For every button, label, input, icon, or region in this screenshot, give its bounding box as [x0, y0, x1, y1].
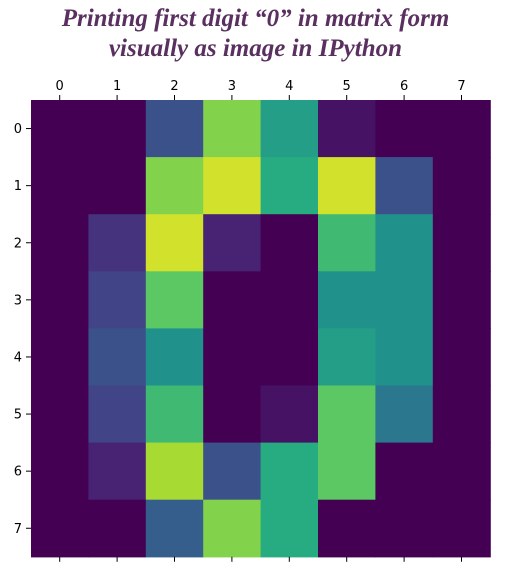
heatmap-cell-r7-c3 — [203, 499, 262, 558]
x-tick-label: 5 — [343, 79, 351, 94]
heatmap-cell-r5-c0 — [31, 385, 89, 444]
heatmap-cell-r2-c0 — [31, 214, 89, 272]
heatmap-cell-r6-c1 — [88, 442, 147, 501]
heatmap-cell-r0-c7 — [432, 100, 491, 158]
x-tick-label: 4 — [285, 79, 293, 94]
x-tick-label: 3 — [228, 79, 236, 94]
heatmap-cell-r5-c1 — [88, 385, 147, 444]
y-tick-label: 3 — [14, 293, 22, 308]
heatmap-cell-r4-c7 — [432, 328, 491, 387]
x-tick-label: 0 — [56, 79, 64, 94]
heatmap-cell-r2-c1 — [88, 214, 147, 272]
heatmap-cell-r3-c6 — [375, 271, 434, 329]
y-tick-label: 1 — [14, 179, 22, 194]
heatmap-cell-r0-c4 — [260, 100, 319, 158]
heatmap-cell-r1-c6 — [375, 157, 434, 215]
heatmap-cell-r4-c5 — [318, 328, 376, 387]
heatmap-cell-r4-c2 — [145, 328, 204, 387]
heatmap-cell-r6-c2 — [145, 442, 204, 501]
heatmap-cell-r2-c3 — [203, 214, 262, 272]
heatmap-cell-r7-c1 — [88, 499, 147, 558]
heatmap-cell-r7-c0 — [31, 499, 89, 558]
heatmap-cell-r2-c4 — [260, 214, 319, 272]
heatmap-cell-r7-c2 — [145, 499, 204, 558]
heatmap-cell-r1-c4 — [260, 157, 319, 215]
x-tick-label: 2 — [170, 79, 178, 94]
heatmap-cells — [31, 100, 491, 558]
heatmap-cell-r6-c3 — [203, 442, 262, 501]
heatmap-cell-r5-c2 — [145, 385, 204, 444]
chart-title-line-2: visually as image in IPython — [108, 35, 403, 62]
heatmap-cell-r0-c2 — [145, 100, 204, 158]
heatmap-cell-r7-c6 — [375, 499, 434, 558]
heatmap-cell-r3-c5 — [318, 271, 376, 329]
heatmap-cell-r1-c2 — [145, 157, 204, 215]
heatmap-cell-r3-c4 — [260, 271, 319, 329]
heatmap-cell-r5-c5 — [318, 385, 376, 444]
heatmap-cell-r1-c1 — [88, 157, 147, 215]
heatmap-cell-r0-c1 — [88, 100, 147, 158]
heatmap-cell-r5-c4 — [260, 385, 319, 444]
heatmap-cell-r1-c5 — [318, 157, 376, 215]
heatmap-cell-r2-c2 — [145, 214, 204, 272]
y-tick-label: 6 — [14, 465, 22, 480]
heatmap-cell-r7-c7 — [432, 499, 491, 558]
heatmap-cell-r4-c1 — [88, 328, 147, 387]
heatmap-axes: 0 1 2 3 4 5 6 7 0 1 2 3 4 5 6 7 — [14, 79, 466, 562]
heatmap-cell-r0-c3 — [203, 100, 262, 158]
heatmap-cell-r3-c3 — [203, 271, 262, 329]
x-tick-label: 6 — [400, 79, 408, 94]
heatmap-cell-r1-c3 — [203, 157, 262, 215]
heatmap-cell-r4-c4 — [260, 328, 319, 387]
y-tick-label: 0 — [14, 122, 22, 137]
y-tick-label: 4 — [14, 350, 22, 365]
x-tick-label: 7 — [457, 79, 465, 94]
x-tick-label: 1 — [113, 79, 121, 94]
heatmap-cell-r2-c6 — [375, 214, 434, 272]
heatmap-cell-r6-c6 — [375, 442, 434, 501]
heatmap-cell-r3-c1 — [88, 271, 147, 329]
heatmap-cell-r6-c5 — [318, 442, 376, 501]
heatmap-cell-r0-c6 — [375, 100, 434, 158]
heatmap-cell-r1-c7 — [432, 157, 491, 215]
heatmap-cell-r4-c3 — [203, 328, 262, 387]
y-tick-label: 2 — [14, 236, 22, 251]
heatmap-cell-r1-c0 — [31, 157, 89, 215]
heatmap-cell-r6-c4 — [260, 442, 319, 501]
heatmap-cell-r7-c5 — [318, 499, 376, 558]
heatmap-cell-r4-c0 — [31, 328, 89, 387]
heatmap-cell-r2-c7 — [432, 214, 491, 272]
heatmap-cell-r3-c7 — [432, 271, 491, 329]
heatmap-cell-r3-c2 — [145, 271, 204, 329]
heatmap-cell-r0-c0 — [31, 100, 89, 158]
heatmap-cell-r6-c0 — [31, 442, 89, 501]
y-tick-label: 5 — [14, 408, 22, 423]
heatmap-cell-r0-c5 — [318, 100, 376, 158]
y-tick-label: 7 — [14, 522, 22, 537]
heatmap-cell-r4-c6 — [375, 328, 434, 387]
chart-title-line-1: Printing first digit “0” in matrix form — [61, 5, 450, 32]
heatmap-cell-r6-c7 — [432, 442, 491, 501]
heatmap-cell-r5-c7 — [432, 385, 491, 444]
heatmap-cell-r5-c3 — [203, 385, 262, 444]
heatmap-cell-r7-c4 — [260, 499, 319, 558]
heatmap-cell-r2-c5 — [318, 214, 376, 272]
heatmap-cell-r3-c0 — [31, 271, 89, 329]
heatmap-cell-r5-c6 — [375, 385, 434, 444]
